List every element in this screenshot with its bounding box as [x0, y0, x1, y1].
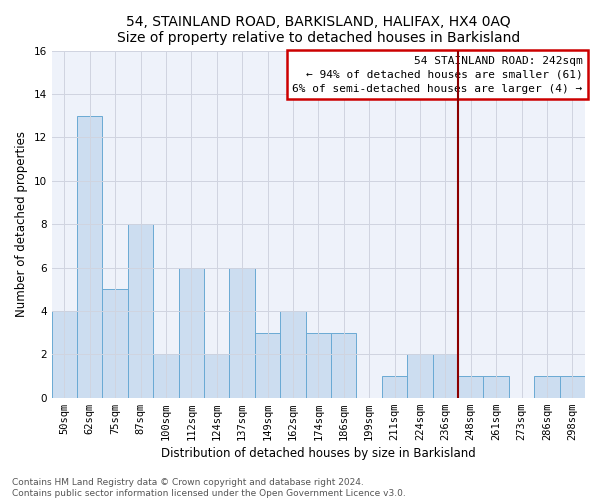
Bar — [305, 332, 331, 398]
Bar — [560, 376, 585, 398]
Bar — [484, 376, 509, 398]
Text: Contains HM Land Registry data © Crown copyright and database right 2024.
Contai: Contains HM Land Registry data © Crown c… — [12, 478, 406, 498]
Bar — [153, 354, 179, 398]
Y-axis label: Number of detached properties: Number of detached properties — [15, 131, 28, 317]
Bar — [204, 354, 229, 398]
Bar — [382, 376, 407, 398]
Bar — [458, 376, 484, 398]
Bar — [255, 332, 280, 398]
Bar — [229, 268, 255, 398]
Bar — [280, 311, 305, 398]
Bar — [331, 332, 356, 398]
Bar — [179, 268, 204, 398]
Title: 54, STAINLAND ROAD, BARKISLAND, HALIFAX, HX4 0AQ
Size of property relative to de: 54, STAINLAND ROAD, BARKISLAND, HALIFAX,… — [117, 15, 520, 45]
Text: 54 STAINLAND ROAD: 242sqm
← 94% of detached houses are smaller (61)
6% of semi-d: 54 STAINLAND ROAD: 242sqm ← 94% of detac… — [292, 56, 583, 94]
Bar — [103, 289, 128, 398]
X-axis label: Distribution of detached houses by size in Barkisland: Distribution of detached houses by size … — [161, 447, 476, 460]
Bar — [77, 116, 103, 398]
Bar — [407, 354, 433, 398]
Bar — [534, 376, 560, 398]
Bar — [52, 311, 77, 398]
Bar — [433, 354, 458, 398]
Bar — [128, 224, 153, 398]
